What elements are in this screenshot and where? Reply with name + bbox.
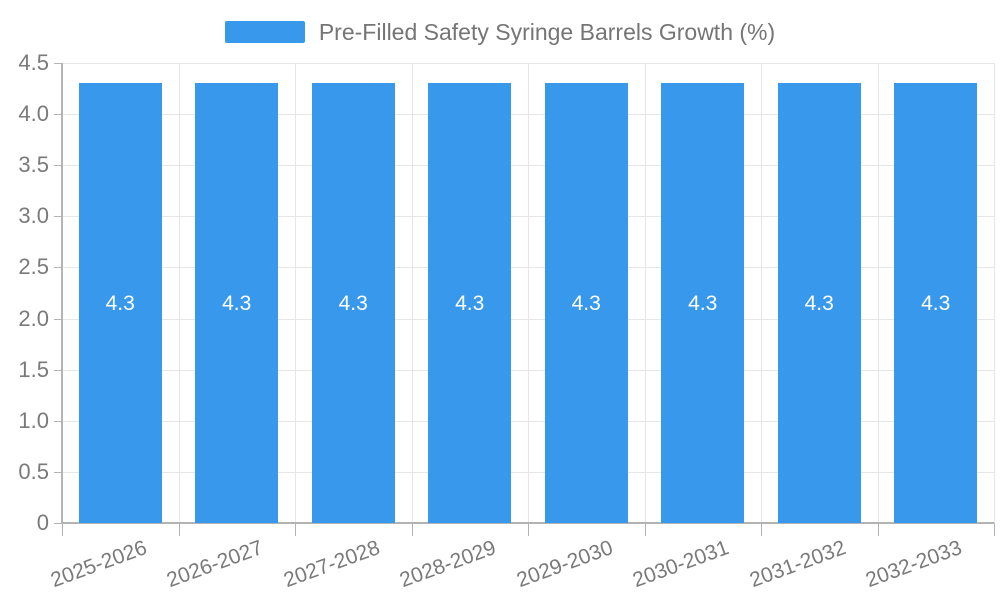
x-gridline [528, 63, 529, 523]
x-axis-label: 2028-2029 [397, 536, 500, 593]
x-gridline [994, 63, 995, 523]
x-axis-tick [412, 523, 413, 536]
y-axis-tick [54, 420, 62, 422]
legend-label: Pre-Filled Safety Syringe Barrels Growth… [318, 18, 776, 45]
y-axis-label: 0.5 [18, 458, 49, 484]
y-axis-tick [54, 318, 62, 320]
bar[interactable] [195, 83, 279, 523]
x-axis-label: 2026-2027 [164, 536, 267, 593]
x-gridline [878, 63, 879, 523]
x-axis-line [62, 522, 994, 524]
y-axis-label: 2.5 [18, 254, 49, 280]
bar[interactable] [428, 83, 512, 523]
bar[interactable] [78, 83, 162, 523]
x-axis-label: 2031-2032 [746, 536, 849, 593]
chart-legend[interactable]: Pre-Filled Safety Syringe Barrels Growth… [0, 14, 1000, 50]
x-gridline [645, 63, 646, 523]
bar[interactable] [544, 83, 628, 523]
x-gridline [761, 63, 762, 523]
x-axis-label: 2029-2030 [513, 536, 616, 593]
x-axis-label: 2030-2031 [630, 536, 733, 593]
x-axis-tick [645, 523, 646, 536]
y-axis-tick [54, 523, 62, 524]
y-axis-label: 4.5 [18, 50, 49, 75]
y-axis-label: 2.0 [18, 305, 49, 331]
x-axis-tick [878, 523, 879, 536]
x-axis-label: 2027-2028 [280, 536, 383, 593]
y-axis-label: 1.5 [18, 356, 49, 382]
x-axis-label: 2032-2033 [863, 536, 966, 593]
y-axis-label: 1.0 [18, 407, 49, 433]
x-gridline [412, 63, 413, 523]
bar[interactable] [661, 83, 745, 523]
y-axis-tick [54, 267, 62, 269]
x-axis-tick [761, 523, 762, 536]
x-axis-tick [179, 523, 180, 536]
y-axis-tick [54, 471, 62, 473]
y-axis-label: 0 [36, 510, 49, 535]
y-axis-tick [54, 369, 62, 371]
x-axis-tick [295, 523, 296, 536]
y-axis-tick [54, 216, 62, 218]
plot-area: 0 0.5 1.0 1.5 2.0 2.5 3.0 3.5 4.0 4.5 4.3 2025-2026… [18, 52, 995, 592]
y-axis-line [61, 63, 63, 523]
x-axis-tick [994, 523, 995, 536]
x-gridline [179, 63, 180, 523]
bar[interactable] [311, 83, 395, 523]
x-axis-label: 2025-2026 [47, 536, 150, 593]
bar[interactable] [894, 83, 978, 523]
y-axis-label: 3.0 [18, 203, 49, 229]
y-axis-label: 3.5 [18, 152, 49, 178]
y-axis-label: 4.0 [18, 101, 49, 127]
x-axis-tick [528, 523, 529, 536]
x-axis-tick [62, 523, 63, 536]
x-gridline [295, 63, 296, 523]
legend-swatch [224, 21, 305, 43]
y-axis-tick [54, 63, 62, 64]
bar[interactable] [777, 83, 861, 523]
y-axis-tick [54, 165, 62, 167]
y-axis-tick [54, 114, 62, 116]
